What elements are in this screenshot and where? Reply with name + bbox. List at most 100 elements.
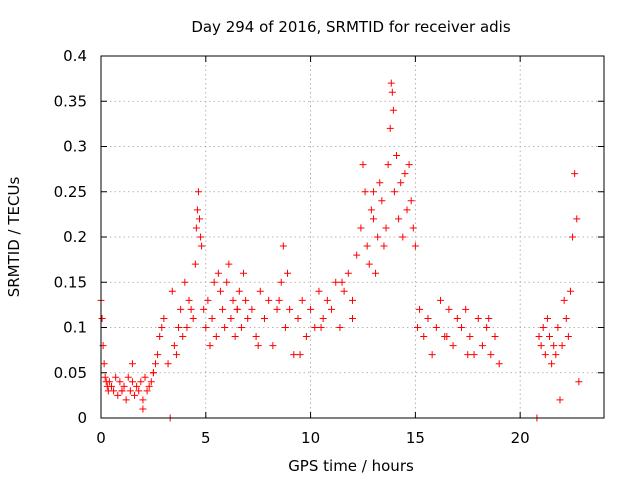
data-point [382,224,390,232]
x-tick-label: 10 [301,429,320,447]
data-point [491,333,499,341]
data-point [571,170,579,178]
data-point [338,278,346,286]
data-point [269,342,277,350]
data-point [307,305,315,313]
data-point [185,296,193,304]
data-point [118,387,126,395]
data-point [284,269,292,277]
data-point [485,314,493,322]
grid [101,56,604,418]
data-point [363,242,371,250]
data-point [437,296,445,304]
data-point [286,305,294,313]
data-point [367,206,375,214]
data-point [290,351,298,359]
data-point [265,296,273,304]
data-point [208,314,216,322]
data-point [256,287,264,295]
data-point [357,224,365,232]
data-point [194,188,202,196]
data-point [181,278,189,286]
data-point [240,269,248,277]
data-point [137,378,145,386]
data-points [97,79,583,422]
data-point [183,324,191,331]
data-point [552,351,560,359]
data-point [487,351,495,359]
y-tick-label: 0 [77,409,87,427]
data-point [546,333,554,341]
data-point [374,233,382,241]
data-point [432,324,440,331]
data-point [227,314,235,322]
data-point [128,378,136,386]
data-point [401,170,409,178]
data-point [164,360,172,368]
data-point [212,333,220,341]
data-point [131,391,139,399]
data-point [281,324,289,331]
x-axis-label: GPS time / hours [288,457,414,475]
data-point [187,305,195,313]
y-tick-label: 0.15 [54,273,87,291]
data-point [139,405,147,413]
data-point [126,387,134,395]
data-point [474,314,482,322]
data-point [495,360,503,368]
data-point [172,351,180,359]
data-point [214,269,222,277]
x-tick-label: 5 [201,429,211,447]
data-point [372,269,380,277]
y-tick-label: 0.2 [63,228,87,246]
data-point [235,287,243,295]
data-point [389,106,397,114]
data-point [254,342,262,350]
data-point [277,278,285,286]
data-point [428,351,436,359]
data-point [319,314,327,322]
data-point [387,79,395,87]
data-point [135,387,143,395]
data-point [124,373,132,381]
data-point [543,314,551,322]
y-tick-label: 0.3 [63,138,87,156]
data-point [478,342,486,350]
data-point [233,305,241,313]
data-point [457,324,465,331]
data-point [225,260,233,268]
data-point [365,260,373,268]
data-point [353,251,361,259]
data-point [141,373,149,381]
data-point [539,324,547,331]
data-point [535,333,543,341]
data-point [349,296,356,304]
data-point [229,296,237,304]
data-point [443,333,451,341]
data-point [332,278,340,286]
data-point [340,287,348,295]
data-point [311,324,319,331]
axis-ticks: 0 5 10 15 20 0 0.05 0.1 0.15 0.2 0.25 0.3 0.35 0.4 [54,47,604,447]
data-point [302,333,310,341]
data-point [216,287,224,295]
data-point [193,206,201,214]
data-point [101,373,109,381]
data-point [221,324,229,331]
data-point [196,215,204,223]
y-tick-label: 0.35 [54,92,87,110]
data-point [139,396,147,404]
data-point [133,382,141,390]
data-point [175,324,183,331]
data-point [168,287,176,295]
data-point [145,382,153,390]
data-point [273,305,281,313]
y-tick-label: 0.25 [54,183,87,201]
data-point [158,324,166,331]
data-point [361,188,369,196]
data-point [151,360,159,368]
chart-title: Day 294 of 2016, SRMTID for receiver adi… [191,18,511,36]
data-point [223,278,231,286]
data-point [197,233,205,241]
data-point [120,382,128,390]
